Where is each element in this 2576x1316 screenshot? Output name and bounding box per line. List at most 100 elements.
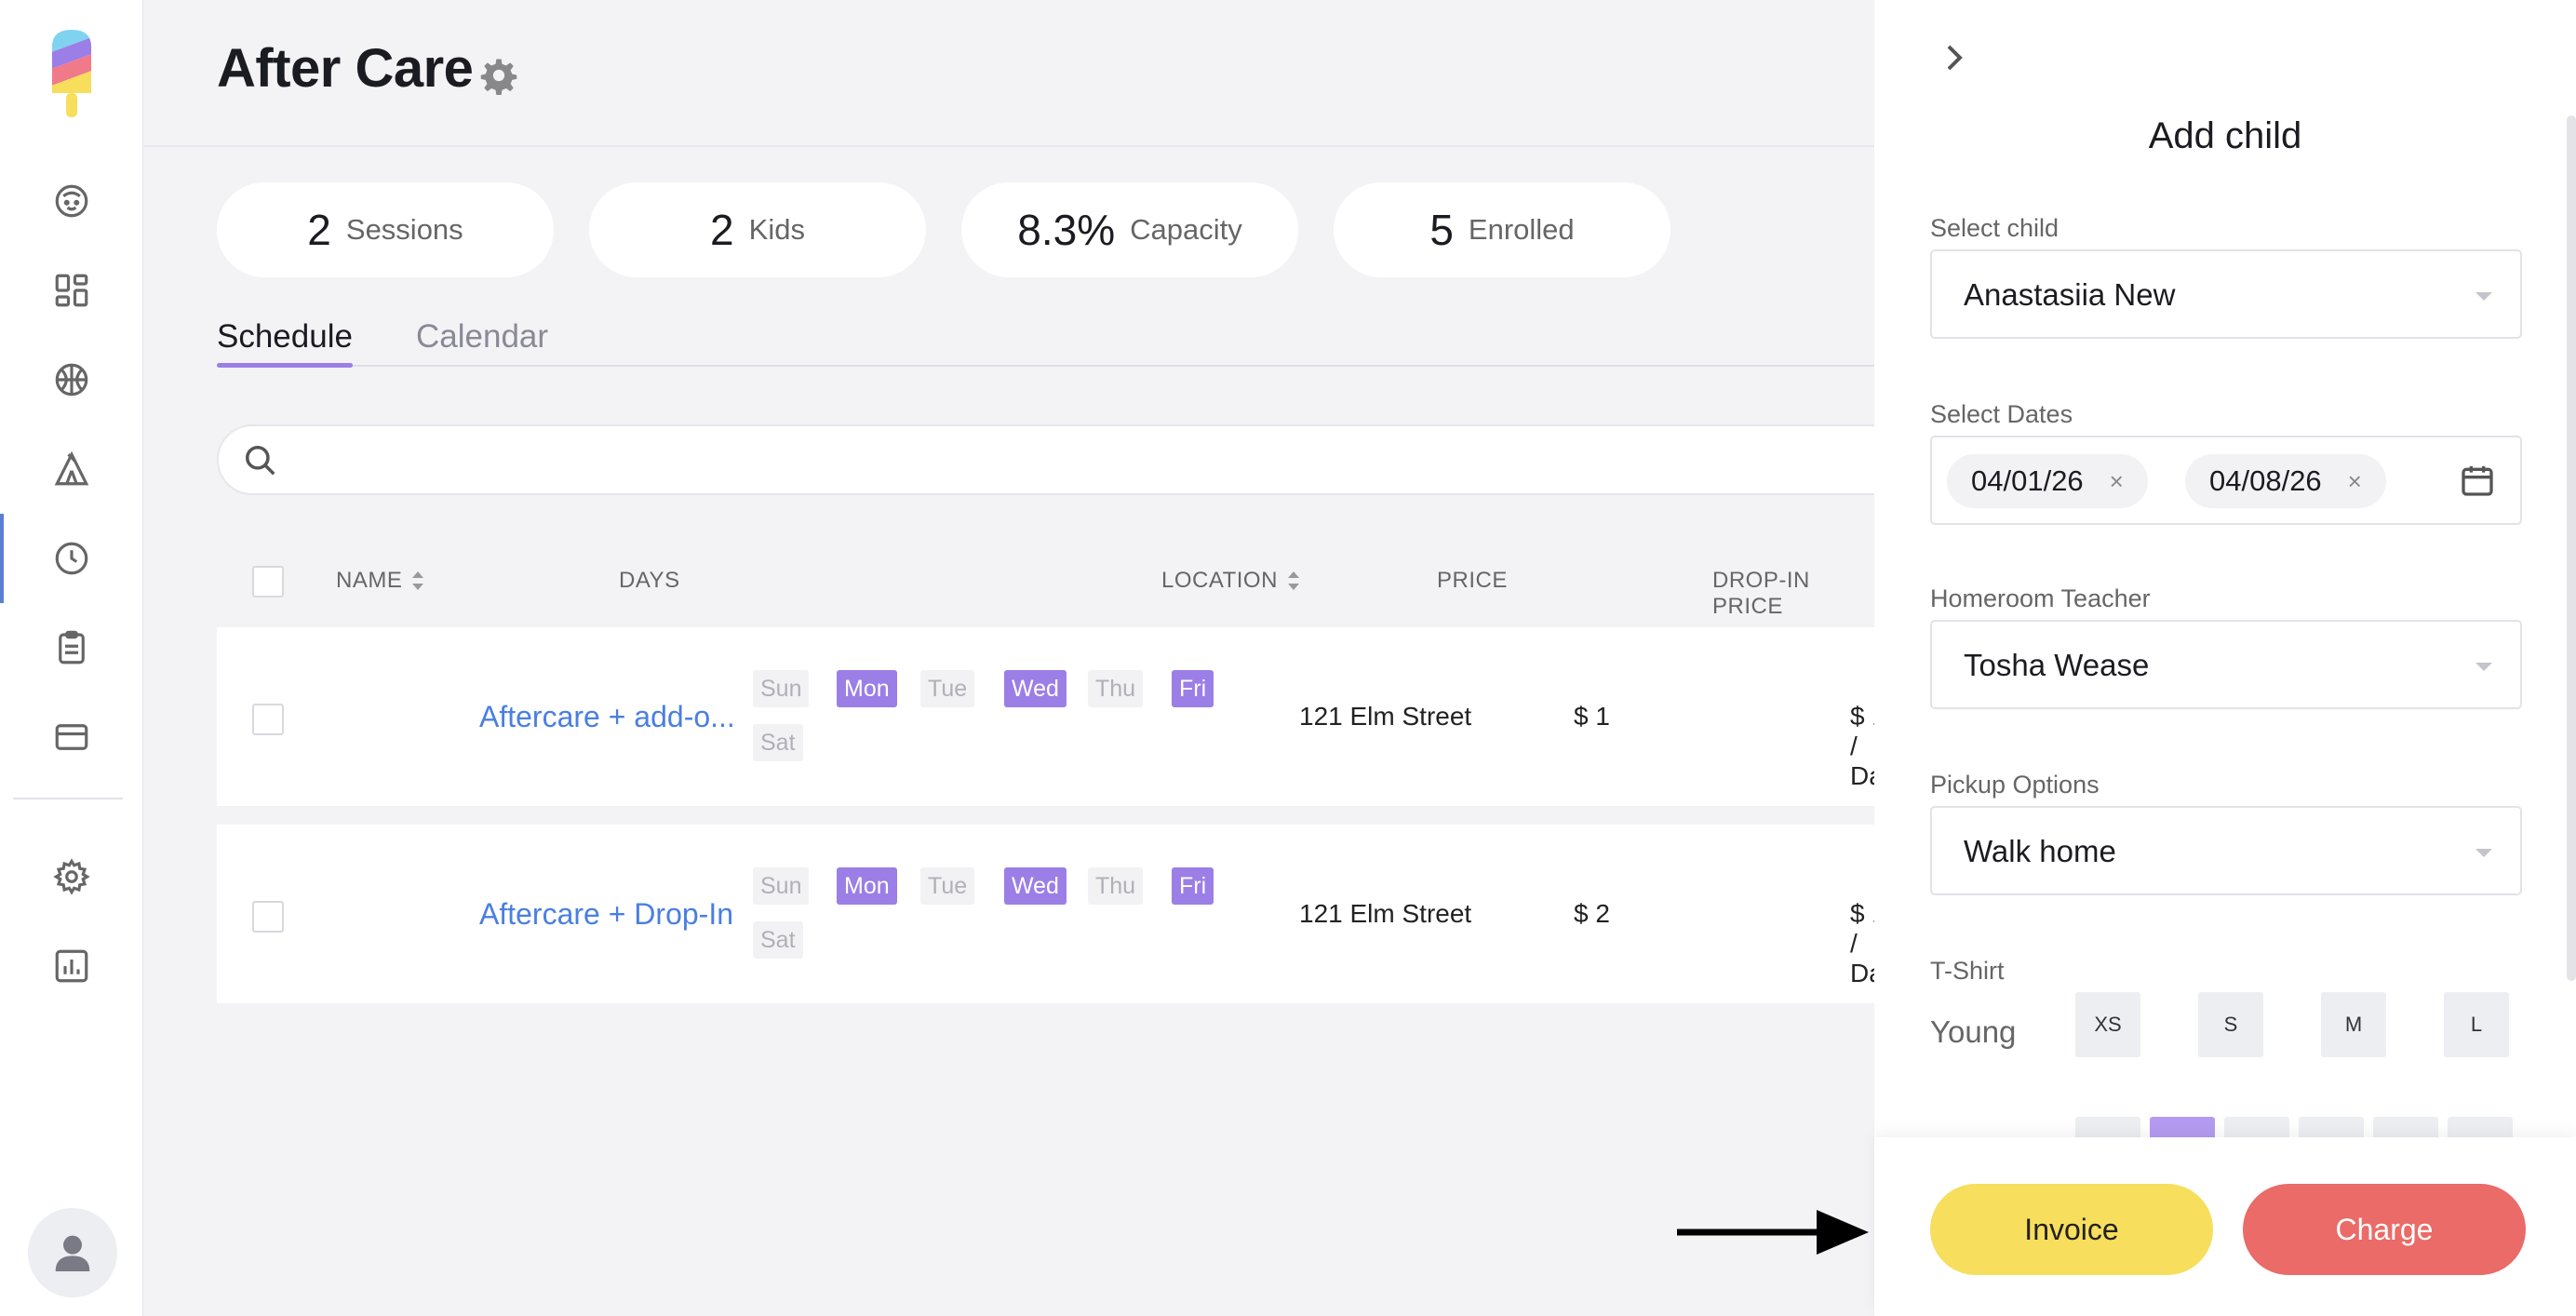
- panel-title: Add child: [2148, 115, 2302, 156]
- select-dates-field[interactable]: 04/01/26 × 04/08/26 ×: [1930, 436, 2522, 525]
- row-checkbox[interactable]: [252, 901, 284, 933]
- day-mon: Mon: [837, 670, 897, 707]
- day-thu: Thu: [1088, 670, 1144, 707]
- gear-icon: [53, 858, 90, 895]
- nav-dashboard[interactable]: [0, 246, 143, 335]
- select-dates-label: Select Dates: [1930, 400, 2073, 428]
- size-option-l[interactable]: L: [2444, 992, 2509, 1057]
- column-header-location[interactable]: LOCATION: [1161, 568, 1300, 594]
- column-header-days: DAYS: [619, 568, 680, 594]
- table-row[interactable]: Aftercare + Drop-In Sun Mon Tue Wed Thu …: [217, 825, 1897, 1003]
- day-sun: Sun: [753, 867, 810, 905]
- remove-date-icon[interactable]: ×: [2347, 466, 2362, 495]
- stat-enrolled: 5 Enrolled: [1334, 182, 1670, 277]
- day-wed: Wed: [1004, 867, 1067, 905]
- date-chip[interactable]: 04/01/26 ×: [1947, 454, 2148, 508]
- pickup-options-value: Walk home: [1964, 834, 2116, 868]
- nav-after-care[interactable]: [0, 514, 143, 603]
- sidebar-divider: [13, 798, 123, 799]
- charge-button[interactable]: Charge: [2243, 1184, 2526, 1275]
- pickup-options-dropdown[interactable]: Walk home: [1930, 806, 2522, 895]
- size-option-xs[interactable]: XS: [2075, 992, 2140, 1057]
- stat-capacity-value: 8.3%: [1017, 206, 1116, 254]
- column-header-name[interactable]: NAME: [336, 568, 424, 594]
- annotation-arrow-icon: [1677, 1210, 1869, 1255]
- search-icon: [246, 446, 275, 476]
- column-header-dropin-price: DROP-IN PRICE: [1712, 568, 1875, 620]
- stat-kids-value: 2: [710, 206, 734, 254]
- day-fri: Fri: [1172, 670, 1214, 707]
- program-settings-gear-icon[interactable]: [479, 56, 518, 95]
- stat-kids: 2 Kids: [589, 182, 926, 277]
- select-child-dropdown[interactable]: Anastasiia New: [1930, 249, 2522, 339]
- size-option-m[interactable]: M: [2321, 992, 2386, 1057]
- stat-capacity: 8.3% Capacity: [961, 182, 1298, 277]
- table-row[interactable]: Aftercare + add-o... Sun Mon Tue Wed Thu…: [217, 627, 1897, 806]
- program-name-link[interactable]: Aftercare + add-o...: [479, 700, 735, 733]
- day-sat: Sat: [753, 724, 803, 761]
- date-chip-value: 04/08/26: [2209, 464, 2322, 497]
- app-logo[interactable]: [47, 28, 97, 121]
- date-chip-value: 04/01/26: [1971, 464, 2084, 497]
- invoice-button[interactable]: Invoice: [1930, 1184, 2213, 1275]
- select-child-value: Anastasiia New: [1964, 277, 2176, 312]
- stat-capacity-label: Capacity: [1130, 213, 1242, 246]
- pickup-options-label: Pickup Options: [1930, 771, 2100, 799]
- child-face-icon: [55, 184, 88, 218]
- date-chip[interactable]: 04/08/26 ×: [2185, 454, 2386, 508]
- credit-card-icon: [55, 724, 88, 750]
- search-input[interactable]: [217, 424, 1948, 495]
- nav-children[interactable]: [0, 156, 143, 246]
- homeroom-teacher-label: Homeroom Teacher: [1930, 584, 2151, 612]
- program-name-link[interactable]: Aftercare + Drop-In: [479, 897, 733, 931]
- chevron-right-icon[interactable]: [1939, 39, 1971, 76]
- panel-footer: Invoice Charge: [1874, 1137, 2576, 1316]
- add-child-panel: Add child Select child Anastasiia New Se…: [1874, 0, 2576, 1316]
- sports-ball-icon: [55, 363, 88, 396]
- sort-icon: [412, 571, 424, 590]
- select-all-checkbox[interactable]: [252, 566, 284, 598]
- nav-payments[interactable]: [0, 692, 143, 782]
- clock-icon: [55, 542, 88, 575]
- location-value: 121 Elm Street: [1299, 899, 1472, 928]
- homeroom-teacher-dropdown[interactable]: Tosha Wease: [1930, 620, 2522, 709]
- stat-enrolled-value: 5: [1429, 206, 1454, 254]
- tab-calendar[interactable]: Calendar: [416, 318, 549, 355]
- column-header-price: PRICE: [1437, 568, 1508, 594]
- stat-kids-label: Kids: [748, 213, 805, 246]
- chevron-down-icon: [2475, 663, 2492, 671]
- stat-sessions: 2 Sessions: [217, 182, 554, 277]
- price-value: $ 2: [1574, 899, 1610, 928]
- tabs-divider: [217, 365, 1875, 367]
- tshirt-group-label: Young: [1930, 1014, 2017, 1049]
- nav-settings[interactable]: [0, 832, 143, 921]
- user-avatar[interactable]: [28, 1208, 117, 1297]
- sort-icon: [1287, 571, 1299, 590]
- chevron-down-icon: [2475, 849, 2492, 857]
- day-tue: Tue: [920, 867, 975, 905]
- day-tue: Tue: [920, 670, 975, 707]
- reports-chart-icon: [55, 949, 88, 983]
- price-value: $ 1: [1574, 702, 1610, 731]
- tab-schedule[interactable]: Schedule: [217, 318, 353, 355]
- homeroom-teacher-value: Tosha Wease: [1964, 648, 2150, 682]
- panel-scrollbar[interactable]: [2567, 115, 2576, 981]
- column-header-dropin-price-label: DROP-IN PRICE: [1712, 568, 1810, 619]
- calendar-icon[interactable]: [2459, 462, 2496, 499]
- nav-clipboard[interactable]: [0, 603, 143, 692]
- nav-sports[interactable]: [0, 335, 143, 424]
- select-child-label: Select child: [1930, 214, 2059, 242]
- column-header-name-label: NAME: [336, 568, 403, 593]
- size-option-s[interactable]: S: [2198, 992, 2263, 1057]
- dashboard-icon: [55, 274, 88, 307]
- nav-reports[interactable]: [0, 921, 143, 1011]
- remove-date-icon[interactable]: ×: [2109, 466, 2124, 495]
- nav-camps[interactable]: [0, 424, 143, 514]
- day-mon: Mon: [837, 867, 897, 905]
- tshirt-label: T-Shirt: [1930, 957, 2005, 985]
- chevron-down-icon: [2475, 292, 2492, 301]
- column-header-price-label: PRICE: [1437, 568, 1508, 593]
- stat-sessions-label: Sessions: [345, 213, 463, 246]
- row-checkbox[interactable]: [252, 704, 284, 735]
- day-sat: Sat: [753, 921, 803, 959]
